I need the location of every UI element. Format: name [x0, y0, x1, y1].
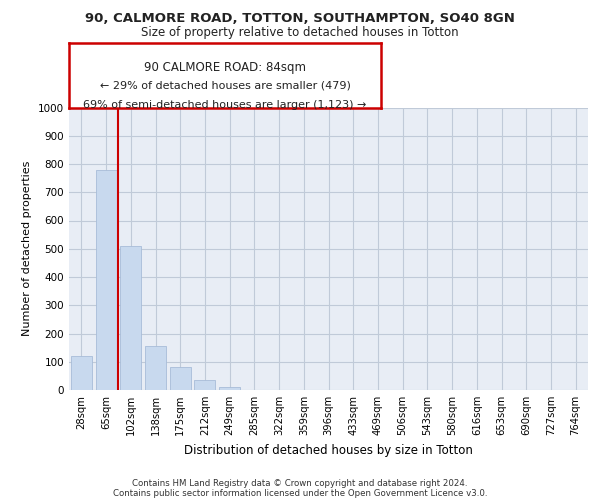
X-axis label: Distribution of detached houses by size in Totton: Distribution of detached houses by size …: [184, 444, 473, 456]
Text: 90, CALMORE ROAD, TOTTON, SOUTHAMPTON, SO40 8GN: 90, CALMORE ROAD, TOTTON, SOUTHAMPTON, S…: [85, 12, 515, 24]
Text: ← 29% of detached houses are smaller (479): ← 29% of detached houses are smaller (47…: [100, 80, 350, 90]
Bar: [120, 246, 141, 390]
Bar: [194, 380, 215, 390]
Bar: [145, 346, 166, 390]
Bar: [95, 170, 116, 390]
Y-axis label: Number of detached properties: Number of detached properties: [22, 161, 32, 336]
Text: Contains public sector information licensed under the Open Government Licence v3: Contains public sector information licen…: [113, 488, 487, 498]
Text: 90 CALMORE ROAD: 84sqm: 90 CALMORE ROAD: 84sqm: [144, 60, 306, 74]
Text: 69% of semi-detached houses are larger (1,123) →: 69% of semi-detached houses are larger (…: [83, 100, 367, 110]
Bar: [170, 368, 191, 390]
Bar: [219, 387, 240, 390]
Text: Contains HM Land Registry data © Crown copyright and database right 2024.: Contains HM Land Registry data © Crown c…: [132, 478, 468, 488]
Bar: [71, 356, 92, 390]
Text: Size of property relative to detached houses in Totton: Size of property relative to detached ho…: [141, 26, 459, 39]
